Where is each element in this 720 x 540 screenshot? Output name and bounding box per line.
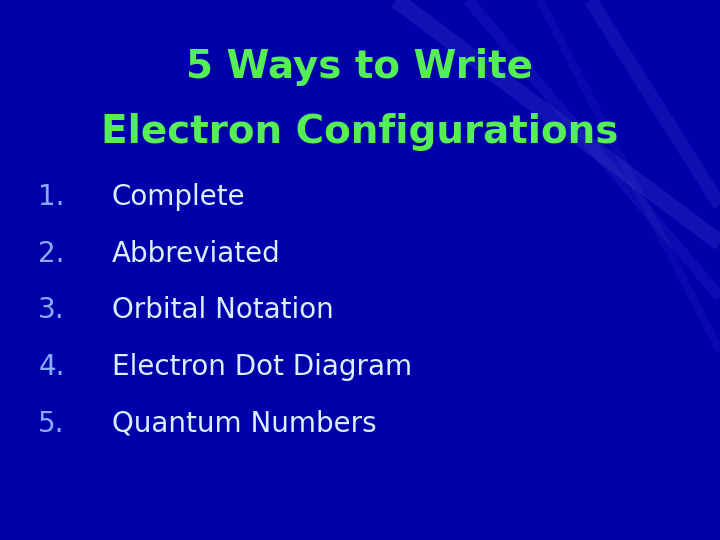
Text: Orbital Notation: Orbital Notation bbox=[112, 296, 333, 325]
Text: Complete: Complete bbox=[112, 183, 246, 211]
Text: 5 Ways to Write: 5 Ways to Write bbox=[186, 49, 534, 86]
Text: 5.: 5. bbox=[38, 410, 65, 438]
Text: Electron Configurations: Electron Configurations bbox=[102, 113, 618, 151]
Text: 2.: 2. bbox=[38, 240, 65, 268]
Text: 3.: 3. bbox=[38, 296, 65, 325]
Text: Abbreviated: Abbreviated bbox=[112, 240, 280, 268]
Text: Quantum Numbers: Quantum Numbers bbox=[112, 410, 377, 438]
Text: 1.: 1. bbox=[38, 183, 65, 211]
Text: 4.: 4. bbox=[38, 353, 65, 381]
Text: Electron Dot Diagram: Electron Dot Diagram bbox=[112, 353, 412, 381]
